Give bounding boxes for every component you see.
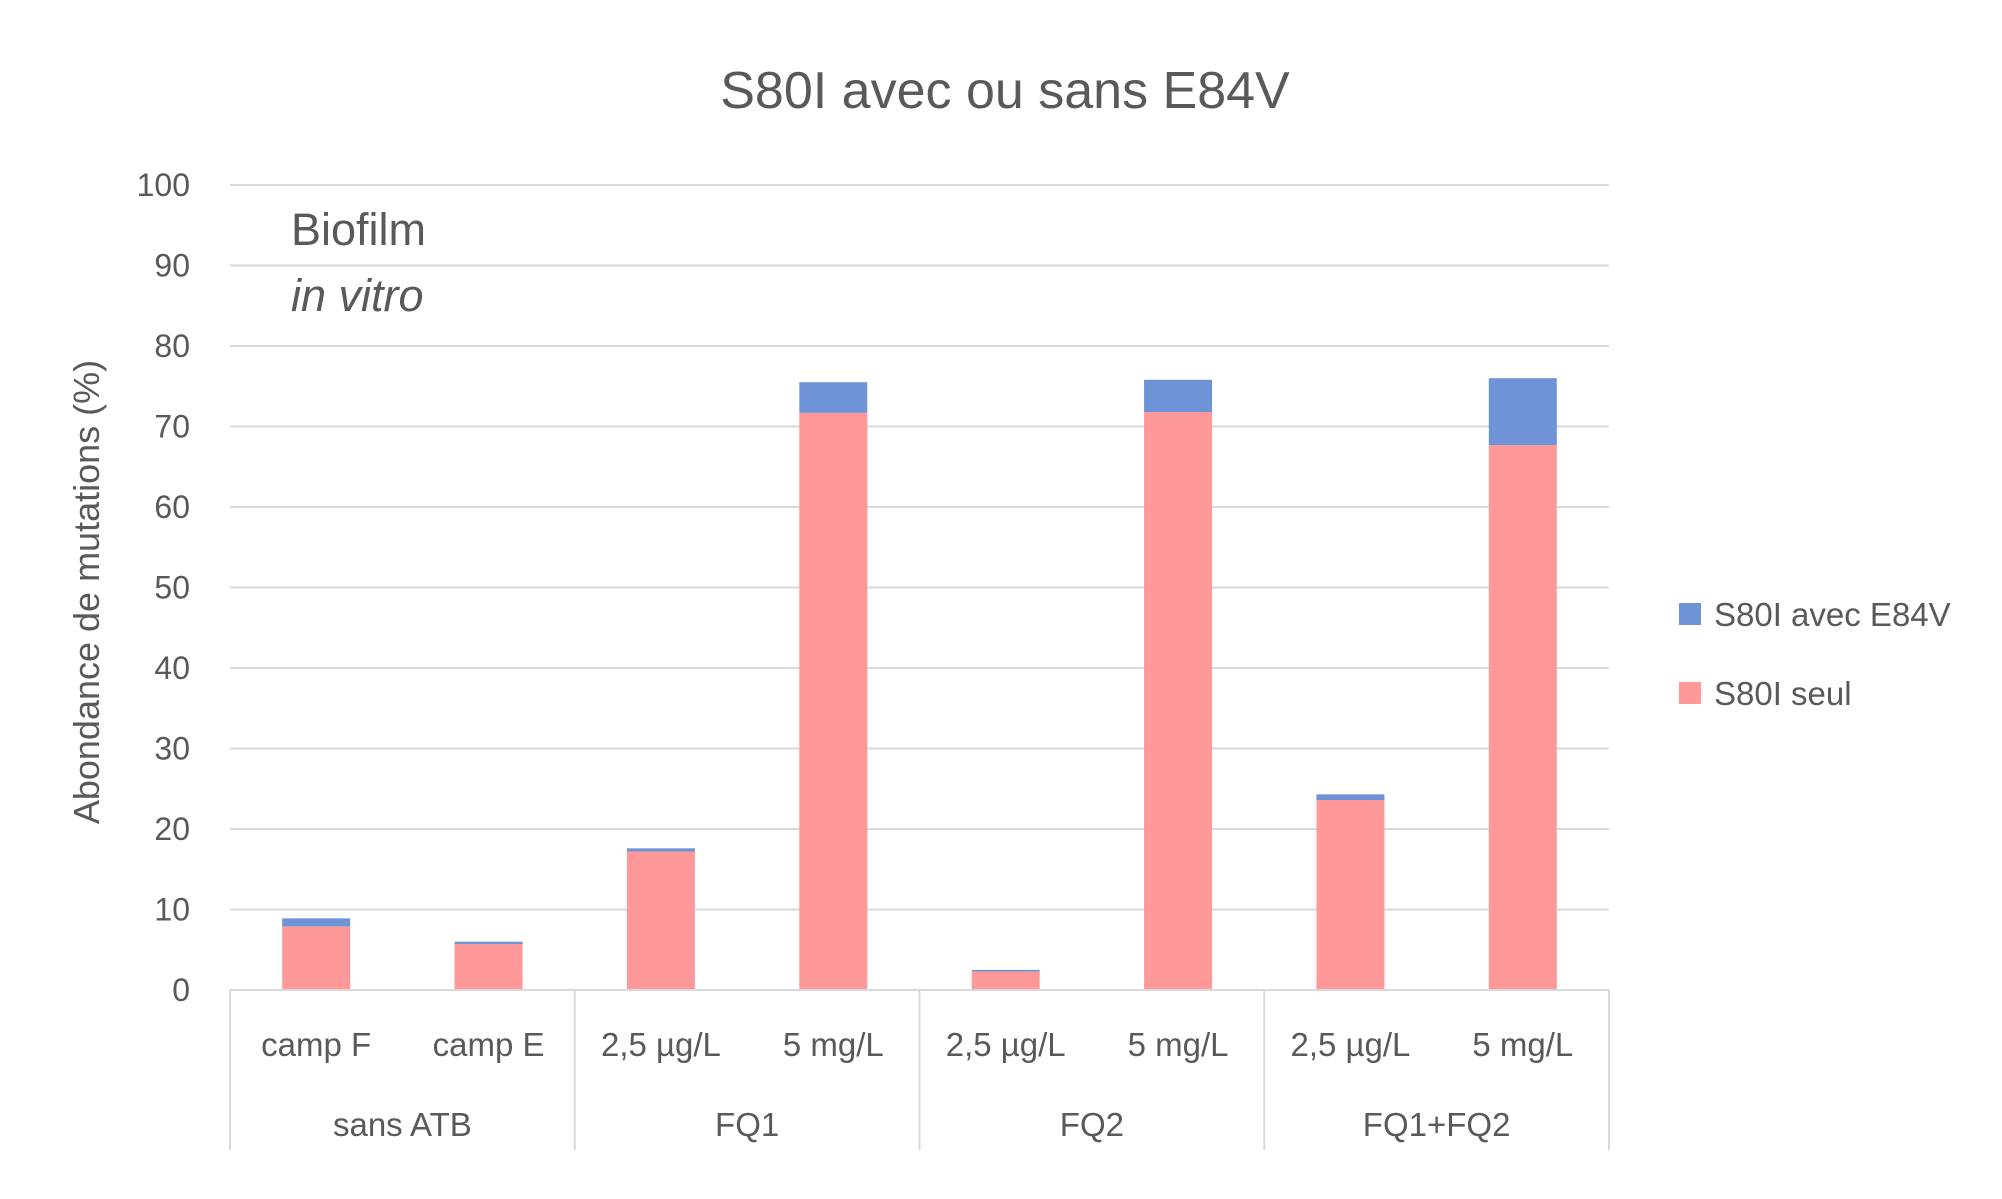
annotation-in-vitro: in vitro — [291, 270, 424, 321]
legend-swatch-s80i-avec-e84v — [1679, 603, 1701, 625]
bar-s80i-avec-e84v — [799, 382, 868, 413]
y-tick-label: 50 — [154, 570, 190, 606]
y-tick-label: 80 — [154, 328, 190, 364]
bars — [282, 378, 1557, 990]
y-tick-label: 30 — [154, 731, 190, 767]
x-tick-label: 5 mg/L — [1128, 1026, 1229, 1063]
y-tick-label: 20 — [154, 811, 190, 847]
bar-s80i-avec-e84v — [454, 941, 523, 945]
bar-s80i-avec-e84v — [1488, 378, 1557, 446]
bar-s80i-seul — [799, 412, 868, 990]
bar-s80i-seul — [1488, 445, 1557, 990]
y-tick-label: 90 — [154, 248, 190, 284]
legend-swatch-s80i-seul — [1679, 682, 1701, 704]
y-tick-label: 70 — [154, 409, 190, 445]
legend-label-s80i-seul: S80I seul — [1714, 675, 1852, 712]
y-axis-ticks: 0 10 20 30 40 50 60 70 80 90 100 — [137, 167, 190, 1008]
y-tick-label: 0 — [172, 972, 190, 1008]
bar-s80i-seul — [454, 944, 523, 990]
x-group-label: FQ1+FQ2 — [1363, 1106, 1511, 1143]
x-axis: camp F camp E 2,5 µg/L 5 mg/L 2,5 µg/L 5 mg/L… — [229, 989, 1610, 1150]
x-tick-label: 5 mg/L — [783, 1026, 884, 1063]
y-tick-label: 100 — [137, 167, 190, 203]
y-tick-label: 40 — [154, 650, 190, 686]
chart-title: S80I avec ou sans E84V — [720, 62, 1290, 120]
y-tick-label: 60 — [154, 489, 190, 525]
x-tick-label: 2,5 µg/L — [1290, 1026, 1410, 1063]
bar-s80i-seul — [971, 971, 1040, 990]
y-tick-label: 10 — [154, 892, 190, 928]
x-tick-label: 2,5 µg/L — [601, 1026, 721, 1063]
x-tick-label: camp F — [261, 1026, 371, 1063]
x-tick-label: 5 mg/L — [1472, 1026, 1573, 1063]
bar-s80i-seul — [1144, 412, 1213, 990]
x-group-label: FQ1 — [715, 1106, 779, 1143]
x-tick-label: camp E — [433, 1026, 545, 1063]
y-axis-label: Abondance de mutations (%) — [66, 360, 107, 824]
x-tick-label: 2,5 µg/L — [946, 1026, 1066, 1063]
legend: S80I avec E84V S80I seul — [1679, 596, 1951, 712]
x-group-label: sans ATB — [333, 1106, 472, 1143]
bar-s80i-seul — [1316, 800, 1385, 990]
bar-s80i-avec-e84v — [1316, 794, 1385, 801]
x-group-label: FQ2 — [1060, 1106, 1124, 1143]
bar-s80i-avec-e84v — [626, 848, 695, 852]
bar-s80i-avec-e84v — [282, 918, 351, 927]
annotation-biofilm: Biofilm — [291, 204, 426, 255]
legend-label-s80i-avec-e84v: S80I avec E84V — [1714, 596, 1951, 633]
bar-s80i-avec-e84v — [1144, 379, 1213, 413]
gridlines — [230, 184, 1609, 911]
bar-s80i-seul — [282, 926, 351, 990]
bar-s80i-seul — [626, 851, 695, 990]
bar-s80i-avec-e84v — [971, 969, 1040, 972]
